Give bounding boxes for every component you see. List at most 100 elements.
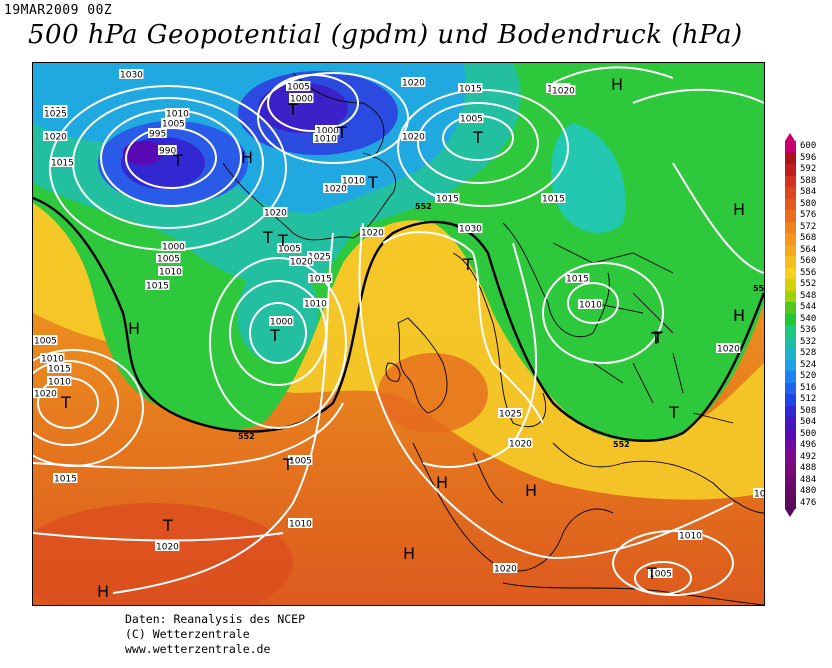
isobar-label: 1010 (578, 299, 603, 311)
isobar-label-text: 1000 (270, 318, 293, 328)
isobar-label: 1000 (161, 241, 186, 253)
legend-entry: 488 (785, 463, 825, 475)
legend-value: 488 (800, 463, 817, 473)
low-pressure-marker: T (282, 455, 293, 474)
isobar-label: 1010 (341, 175, 366, 187)
legend-value: 532 (800, 336, 817, 347)
isobar-label: 1010 (303, 298, 328, 310)
legend-value: 548 (800, 290, 817, 301)
isobar-label-text: 1020 (324, 185, 347, 195)
legend-swatch (785, 428, 796, 440)
legend-value: 556 (800, 267, 817, 278)
legend-value: 492 (800, 451, 817, 462)
isobar-label-text: 1010 (159, 268, 182, 278)
legend-entry: 476 (785, 497, 825, 509)
legend-swatch (785, 497, 796, 509)
isobar-label-text: 995 (149, 130, 166, 140)
legend-entry: 580 (785, 198, 825, 210)
legend-swatch (785, 348, 796, 360)
legend-entry: 496 (785, 440, 825, 452)
contour-552-label: 552 (753, 284, 764, 293)
legend-value: 572 (800, 221, 817, 232)
isobar-label-text: 1005 (289, 457, 312, 467)
legend-bottom-arrow (785, 509, 795, 517)
credits: Daten: Reanalysis des NCEP (C) Wetterzen… (125, 612, 305, 657)
isobar-label-text: 1020 (402, 133, 425, 143)
isobar-label: 1010 (678, 530, 703, 542)
legend-entry: 564 (785, 244, 825, 256)
isobar-label-text: 1015 (542, 195, 565, 205)
legend-swatch (785, 440, 796, 452)
low-pressure-marker: T (277, 231, 288, 250)
legend-entry: 584 (785, 187, 825, 199)
low-pressure-marker: T (269, 326, 280, 345)
isobar-label-text: 1010 (342, 177, 365, 187)
legend-swatch (785, 164, 796, 176)
low-pressure-marker: T (162, 516, 173, 535)
legend-swatch (785, 210, 796, 222)
isobar-label-text: 1015 (51, 159, 74, 169)
isobar-label: 1030 (458, 223, 483, 235)
map-title: 500 hPa Geopotential (gpdm) und Bodendru… (28, 20, 743, 50)
legend-swatch (785, 141, 796, 153)
isobar-label: 1020 (401, 131, 426, 143)
low-pressure-marker: T (462, 255, 473, 274)
isobar-label-text: 1005 (157, 255, 180, 265)
legend-entry: 532 (785, 336, 825, 348)
isobar-label-text: 1005 (460, 115, 483, 125)
high-pressure-marker: H (241, 148, 253, 167)
isobar-label: 1015 (753, 488, 764, 500)
legend-entry: 588 (785, 175, 825, 187)
isobar-label: 1010 (165, 108, 190, 120)
legend-swatch (785, 233, 796, 245)
legend-entry: 544 (785, 302, 825, 314)
isobar-label: 1020 (289, 256, 314, 268)
legend-value: 560 (800, 256, 817, 266)
isobar-label-text: 1000 (162, 243, 185, 253)
isobar-label-text: 1010 (41, 355, 64, 365)
warm-patch-uk (378, 353, 488, 433)
isobar-label-text: 1010 (48, 378, 71, 388)
legend-value: 584 (800, 187, 817, 197)
isobar-label: 1015 (458, 83, 483, 95)
isobar-label: 1015 (565, 273, 590, 285)
isobar-label: 1010 (40, 353, 65, 365)
isobar-label-text: 1005 (278, 245, 301, 255)
legend-swatch (785, 451, 796, 463)
legend-value: 596 (800, 152, 817, 163)
legend-entry: 536 (785, 325, 825, 337)
low-pressure-marker: T (287, 100, 298, 119)
legend-value: 592 (800, 164, 817, 174)
isobar-label: 1000 (289, 93, 314, 105)
legend-entry: 548 (785, 290, 825, 302)
isobar-label: 1025 (498, 408, 523, 420)
credits-url: www.wetterzentrale.de (125, 642, 271, 656)
low-pressure-marker: T (472, 128, 483, 147)
legend-swatch (785, 336, 796, 348)
legend-value: 504 (800, 417, 817, 427)
legend-entry: 572 (785, 221, 825, 233)
legend-swatch (785, 175, 796, 187)
weather-map-canvas: 1030101510051000102010251020101010059959… (33, 63, 764, 605)
high-pressure-marker: H (733, 200, 745, 219)
legend-value: 508 (800, 405, 817, 416)
legend-swatch (785, 256, 796, 268)
isobar-label-text: 1010 (166, 110, 189, 120)
contour-labels: 552 552 552 552 (238, 202, 764, 449)
isobar-label-text: 1020 (717, 345, 740, 355)
isobar-label: 1020 (508, 438, 533, 450)
isobar-label: 1020 (716, 343, 741, 355)
isobar-label-text: 1010 (289, 520, 312, 530)
isobar-label: 1020 (551, 85, 576, 97)
isobar-label-text: 1025 (44, 110, 67, 120)
legend-swatch (785, 279, 796, 291)
contour-552-label: 552 (613, 440, 630, 449)
isobar-label-text: 1020 (552, 87, 575, 97)
isobar-label: 1005 (156, 253, 181, 265)
low-pressure-marker: T (262, 228, 273, 247)
legend-swatch (785, 187, 796, 199)
legend-entry: 512 (785, 394, 825, 406)
legend-value: 484 (800, 474, 817, 485)
isobar-label: 1005 (277, 243, 302, 255)
isobar-label-text: 1010 (314, 135, 337, 145)
